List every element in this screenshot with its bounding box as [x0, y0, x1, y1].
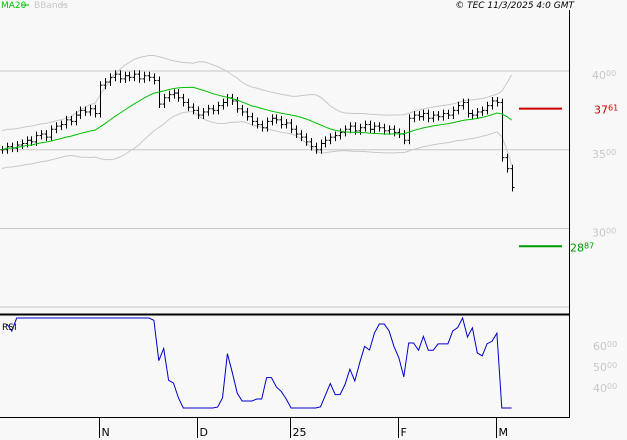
price-tick-label: 4000 [592, 69, 616, 82]
x-tick-label: N [102, 426, 110, 439]
support-line-label: 2887 [570, 241, 594, 254]
ma20-line [1, 86, 512, 151]
bband-lower [1, 110, 513, 170]
x-tick-label: D [200, 426, 208, 439]
resistance-line-label: 3761 [594, 104, 618, 117]
x-tick-label: 25 [293, 426, 307, 439]
copyright: © TEC 11/3/2025 4:0 GMT [455, 1, 575, 11]
rsi-tick-label: 5000 [593, 361, 617, 374]
price-tick-label: 3500 [592, 148, 616, 161]
rsi-tick-label: 4000 [593, 382, 617, 395]
price-tick-label: 3000 [592, 227, 616, 240]
x-tick-label: M [499, 426, 509, 439]
rsi-label: RSI [2, 323, 17, 333]
legend-ma: MA20 [1, 1, 27, 11]
bband-upper [1, 54, 513, 132]
rsi-tick-label: 6000 [593, 340, 617, 353]
x-tick-label: F [401, 426, 407, 439]
rsi-line [6, 316, 512, 409]
legend-bb: BBands [34, 1, 68, 11]
